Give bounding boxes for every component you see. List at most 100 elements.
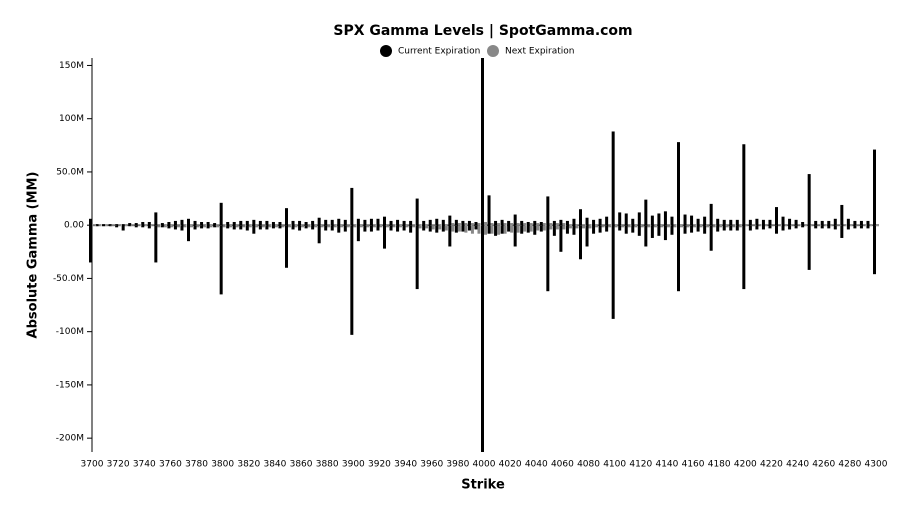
bar [608,224,612,226]
bar [562,225,566,230]
bar [503,223,507,226]
x-tick-label: 4040 [525,460,548,470]
bar [144,225,148,227]
bar [372,225,376,228]
bar [314,224,318,226]
bar [497,223,501,226]
x-tick-label: 3840 [263,460,286,470]
bar [699,225,703,228]
bar [862,225,866,227]
bar [712,224,716,226]
bar [745,224,749,226]
bar [703,225,707,234]
bar [481,225,484,452]
bar [579,209,582,226]
bar [386,224,389,226]
bar [203,225,207,228]
bar [167,221,171,226]
bar [441,219,445,226]
bar [346,224,350,226]
bar [258,220,262,226]
bar [853,225,857,229]
x-tick-label: 3820 [237,460,260,470]
x-tick-label: 4240 [786,460,809,470]
bar [513,214,517,226]
bar [683,214,687,226]
bar [183,224,187,226]
bar [176,224,180,226]
bar [712,225,716,228]
bar [170,225,174,228]
bar [324,225,328,231]
bar [703,216,707,226]
bar [552,220,556,226]
bar [356,218,360,226]
bar [248,224,252,226]
bar [314,225,318,228]
bar [817,225,821,227]
bar [431,225,435,230]
bar [294,224,298,226]
bar [261,225,265,228]
bar [454,219,458,226]
bar [402,220,406,226]
bar [418,225,422,229]
bar [621,225,625,228]
bar [529,225,533,232]
bar [595,224,599,226]
bar [200,225,204,229]
bar [487,195,491,226]
bar [732,224,736,226]
bar [856,225,860,227]
bar [137,224,141,226]
bar [340,225,344,228]
bar [579,225,582,260]
bar [160,225,164,228]
bar [775,207,778,226]
legend-label: Next Expiration [505,47,575,57]
bar [265,225,269,230]
bar [624,213,628,226]
bar [163,224,167,226]
bar [203,224,207,226]
bar [748,219,752,226]
bar [814,220,818,226]
bar [722,225,726,231]
bar [396,225,400,232]
bar [507,220,511,226]
bar [859,220,863,226]
bar [797,224,801,226]
bar [657,213,661,226]
bar [768,225,772,229]
bar [677,225,680,292]
bar [526,221,530,226]
bar [320,225,324,228]
bar [745,225,749,227]
bar [121,225,125,231]
bar [383,216,386,226]
bar [389,225,393,231]
bar [833,225,837,230]
bar [771,224,775,226]
bar [876,224,879,226]
bar [134,223,138,226]
bar [546,225,550,292]
bar [666,224,670,226]
bar [396,219,400,226]
bar [693,225,697,228]
bar [507,225,511,232]
y-tick-label: -50.0M [53,274,84,284]
bar [317,217,321,226]
bar [788,218,792,226]
bar [758,225,762,227]
bar [846,225,850,230]
bar [330,219,334,226]
bar [836,225,840,227]
bar [536,225,540,231]
bar [539,225,543,232]
bar [252,225,256,234]
bar [461,220,465,226]
bar [562,223,566,226]
bar [719,224,723,226]
bar [464,225,468,233]
